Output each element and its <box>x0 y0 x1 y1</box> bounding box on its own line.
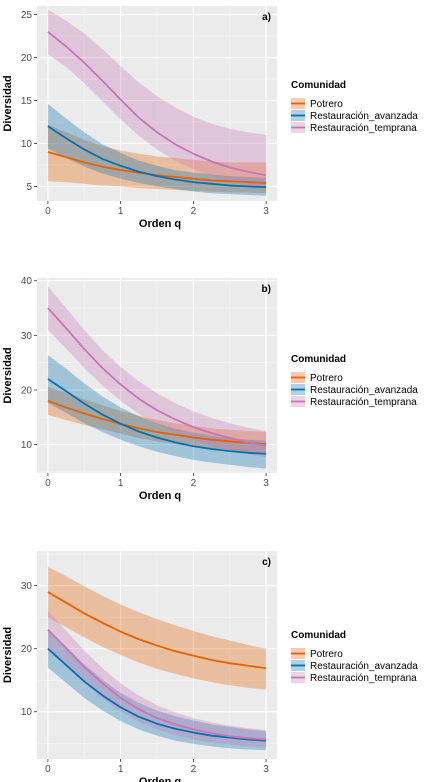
confidence-band-0 <box>47 386 267 454</box>
confidence-band-2 <box>47 286 267 458</box>
legend-label-1: Restauración_avanzada <box>310 111 418 122</box>
y-tick-label: 10 <box>21 440 33 451</box>
x-axis-title: Orden q <box>139 490 181 502</box>
series-line-2 <box>47 31 267 177</box>
legend: Comunidad PotreroRestauración_avanzadaRes… <box>291 630 418 684</box>
x-tick-label: 1 <box>118 478 124 489</box>
confidence-band-2 <box>47 610 267 748</box>
series-line-1 <box>47 378 267 455</box>
x-tick-label: 0 <box>45 478 51 489</box>
legend-title: Comunidad <box>291 80 346 91</box>
series-line-2 <box>47 629 267 741</box>
confidence-band-2 <box>47 9 267 189</box>
panel-a: 0 1 2 3 5 10 15 20 25 Orden q Diversidad a) Comunida… <box>2 6 418 230</box>
legend: Comunidad PotreroRestauración_avanzadaRes… <box>291 354 418 408</box>
y-tick-label: 20 <box>21 644 33 655</box>
legend-title: Comunidad <box>291 354 346 365</box>
x-tick-label: 3 <box>263 764 269 775</box>
x-tick-label: 2 <box>191 206 197 217</box>
panel-label: b) <box>262 284 271 295</box>
legend-title: Comunidad <box>291 630 346 641</box>
x-tick-label: 2 <box>191 478 197 489</box>
legend-label-1: Restauración_avanzada <box>310 661 418 672</box>
series-line-0 <box>47 591 267 670</box>
series-line-0 <box>47 400 267 445</box>
panel-label: c) <box>262 557 271 568</box>
y-axis-title: Diversidad <box>2 627 14 683</box>
panel-c: 0 1 2 3 10 20 30 Orden q Diversidad c) Comunidad Po… <box>2 551 418 782</box>
y-tick-label: 20 <box>21 385 33 396</box>
y-tick-label: 10 <box>21 139 33 150</box>
y-tick-label: 30 <box>21 581 33 592</box>
x-tick-label: 1 <box>118 764 124 775</box>
y-tick-label: 25 <box>21 10 33 21</box>
y-tick-label: 5 <box>26 182 32 193</box>
y-tick-label: 15 <box>21 96 33 107</box>
legend-label-0: Potrero <box>310 373 343 384</box>
x-tick-label: 2 <box>191 764 197 775</box>
legend: Comunidad PotreroRestauración_avanzadaRes… <box>291 80 418 134</box>
legend-label-0: Potrero <box>310 99 343 110</box>
confidence-band-0 <box>47 124 267 194</box>
confidence-band-1 <box>47 103 267 196</box>
series-line-1 <box>47 125 267 189</box>
y-tick-label: 20 <box>21 53 33 64</box>
y-tick-label: 40 <box>21 276 33 287</box>
x-tick-label: 0 <box>45 206 51 217</box>
panel-label: a) <box>262 12 271 23</box>
x-axis-title: Orden q <box>139 218 181 230</box>
legend-label-2: Restauración_temprana <box>310 123 417 134</box>
y-axis-title: Diversidad <box>2 347 14 403</box>
x-axis-title: Orden q <box>139 776 181 782</box>
y-tick-label: 10 <box>21 707 33 718</box>
y-axis-title: Diversidad <box>2 75 14 131</box>
series-line-1 <box>47 648 267 742</box>
legend-label-2: Restauración_temprana <box>310 397 417 408</box>
x-tick-label: 3 <box>263 478 269 489</box>
x-tick-label: 3 <box>263 206 269 217</box>
x-tick-label: 1 <box>118 206 124 217</box>
legend-label-0: Potrero <box>310 649 343 660</box>
legend-label-2: Restauración_temprana <box>310 673 417 684</box>
confidence-band-0 <box>47 566 267 690</box>
panel-b: 0 1 2 3 10 20 30 40 Orden q Diversidad b) Comunidad… <box>2 276 418 502</box>
legend-label-1: Restauración_avanzada <box>310 385 418 396</box>
y-tick-label: 30 <box>21 331 33 342</box>
x-tick-label: 0 <box>45 764 51 775</box>
series-line-2 <box>47 307 267 447</box>
